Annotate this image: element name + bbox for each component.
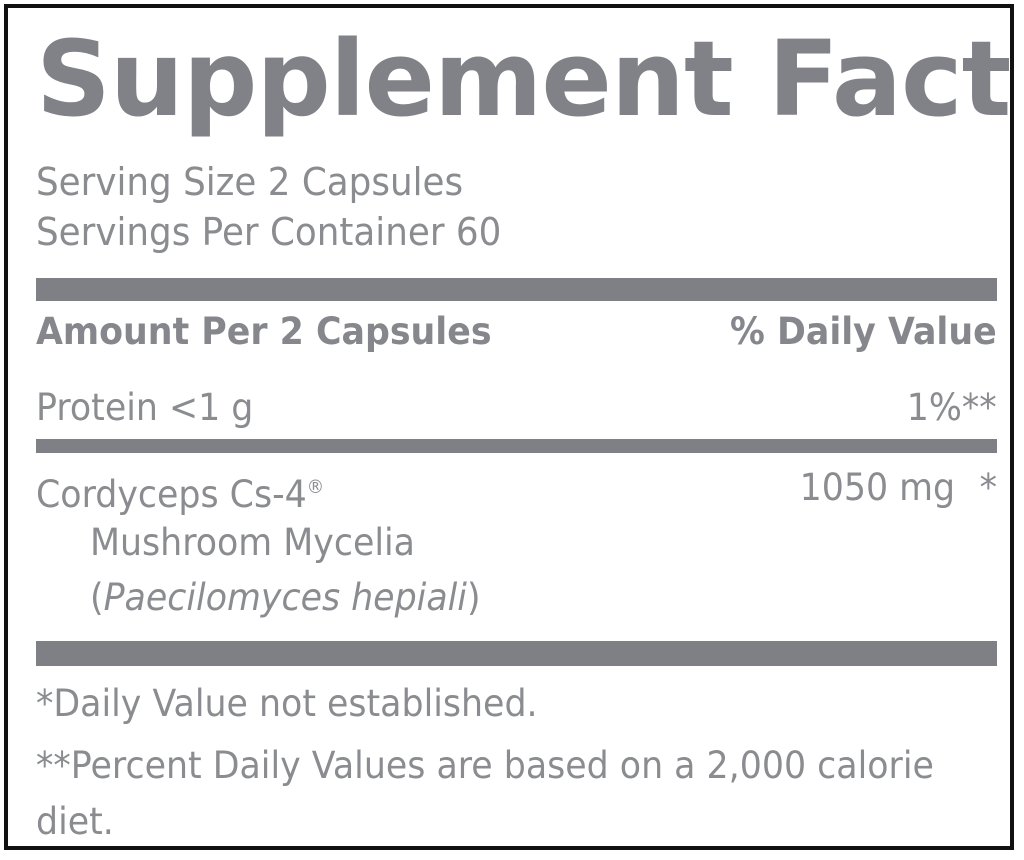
- footnote-daily-value-not-established: *Daily Value not established.: [36, 682, 538, 725]
- servings-per-container-text: Servings Per Container 60: [36, 210, 502, 254]
- paren-close: ): [466, 576, 481, 619]
- serving-size-text: Serving Size 2 Capsules: [36, 160, 464, 204]
- ingredient-name-text: Cordyceps Cs-4: [36, 472, 307, 516]
- amount-per-serving-label: Amount Per 2 Capsules: [36, 310, 492, 353]
- ingredient-amount-cordyceps: 1050 mg *: [800, 464, 997, 512]
- table-row: Cordyceps Cs-4® 1050 mg *: [36, 464, 997, 516]
- scientific-name-text: Paecilomyces hepiali: [103, 576, 467, 619]
- ingredient-name-cordyceps: Cordyceps Cs-4®: [36, 464, 324, 519]
- ingredient-scientific-name: (Paecilomyces hepiali): [90, 574, 481, 622]
- paren-open: (: [90, 576, 104, 619]
- rule-thick-top: [36, 278, 997, 301]
- ingredient-amount-text: 1050 mg: [799, 466, 956, 509]
- rule-thick-bottom: [36, 641, 997, 666]
- rule-thin-middle: [36, 439, 997, 453]
- page-title: Supplement Facts: [36, 18, 1014, 140]
- table-header-row: Amount Per 2 Capsules % Daily Value: [36, 308, 997, 356]
- supplement-facts-panel: Supplement Facts Serving Size 2 Capsules…: [4, 4, 1014, 850]
- daily-value-label: % Daily Value: [730, 310, 997, 353]
- nutrient-name-protein: Protein <1 g: [36, 386, 254, 429]
- registered-trademark-icon: ®: [306, 477, 325, 498]
- table-row: Protein <1 g 1%**: [36, 384, 997, 432]
- nutrient-daily-value-protein: 1%**: [907, 386, 997, 429]
- panel-inner: Supplement Facts Serving Size 2 Capsules…: [8, 8, 1010, 846]
- ingredient-daily-value-footnote-mark: *: [979, 466, 997, 509]
- ingredient-subline-mushroom-mycelia: Mushroom Mycelia: [90, 521, 416, 564]
- footnote-percent-daily-values: **Percent Daily Values are based on a 2,…: [36, 744, 934, 843]
